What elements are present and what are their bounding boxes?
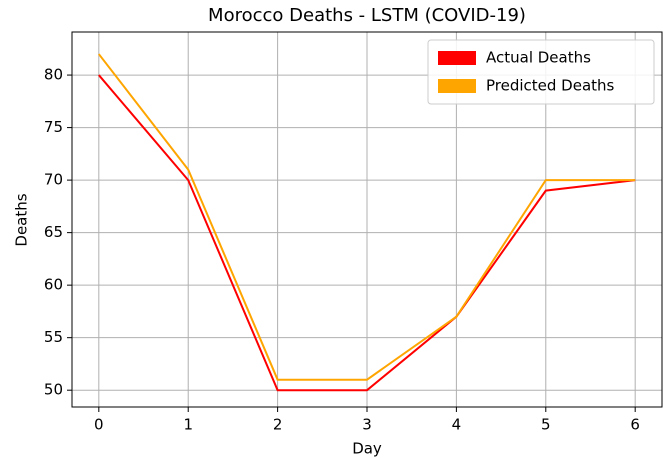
y-tick-label: 55 [44, 328, 63, 346]
x-tick-label: 4 [452, 416, 462, 434]
y-tick-label: 80 [44, 66, 63, 84]
legend-swatch [438, 79, 476, 93]
y-tick-label: 65 [44, 223, 63, 241]
data-line [98, 74, 636, 392]
x-tick-label: 2 [273, 416, 283, 434]
plot-frame [71, 31, 663, 408]
y-axis-label: Deaths [13, 193, 31, 246]
legend-label: Actual Deaths [486, 49, 591, 67]
y-tick-label: 75 [44, 118, 63, 136]
legend-label: Predicted Deaths [486, 77, 615, 95]
x-tick-label: 0 [94, 416, 104, 434]
legend-box [427, 39, 655, 105]
y-tick-label: 70 [44, 171, 63, 189]
legend: Actual Deaths Predicted Deaths [427, 39, 655, 105]
chart-title: Morocco Deaths - LSTM (COVID-19) [208, 5, 526, 26]
legend-swatch [438, 51, 476, 65]
y-tick-label: 60 [44, 276, 63, 294]
y-tick-label: 50 [44, 381, 63, 399]
x-tick-label: 5 [541, 416, 551, 434]
x-tick-label: 3 [362, 416, 372, 434]
x-tick-label: 1 [183, 416, 193, 434]
x-tick-label: 6 [630, 416, 640, 434]
data-line [98, 53, 636, 381]
x-axis-label: Day [352, 440, 382, 458]
